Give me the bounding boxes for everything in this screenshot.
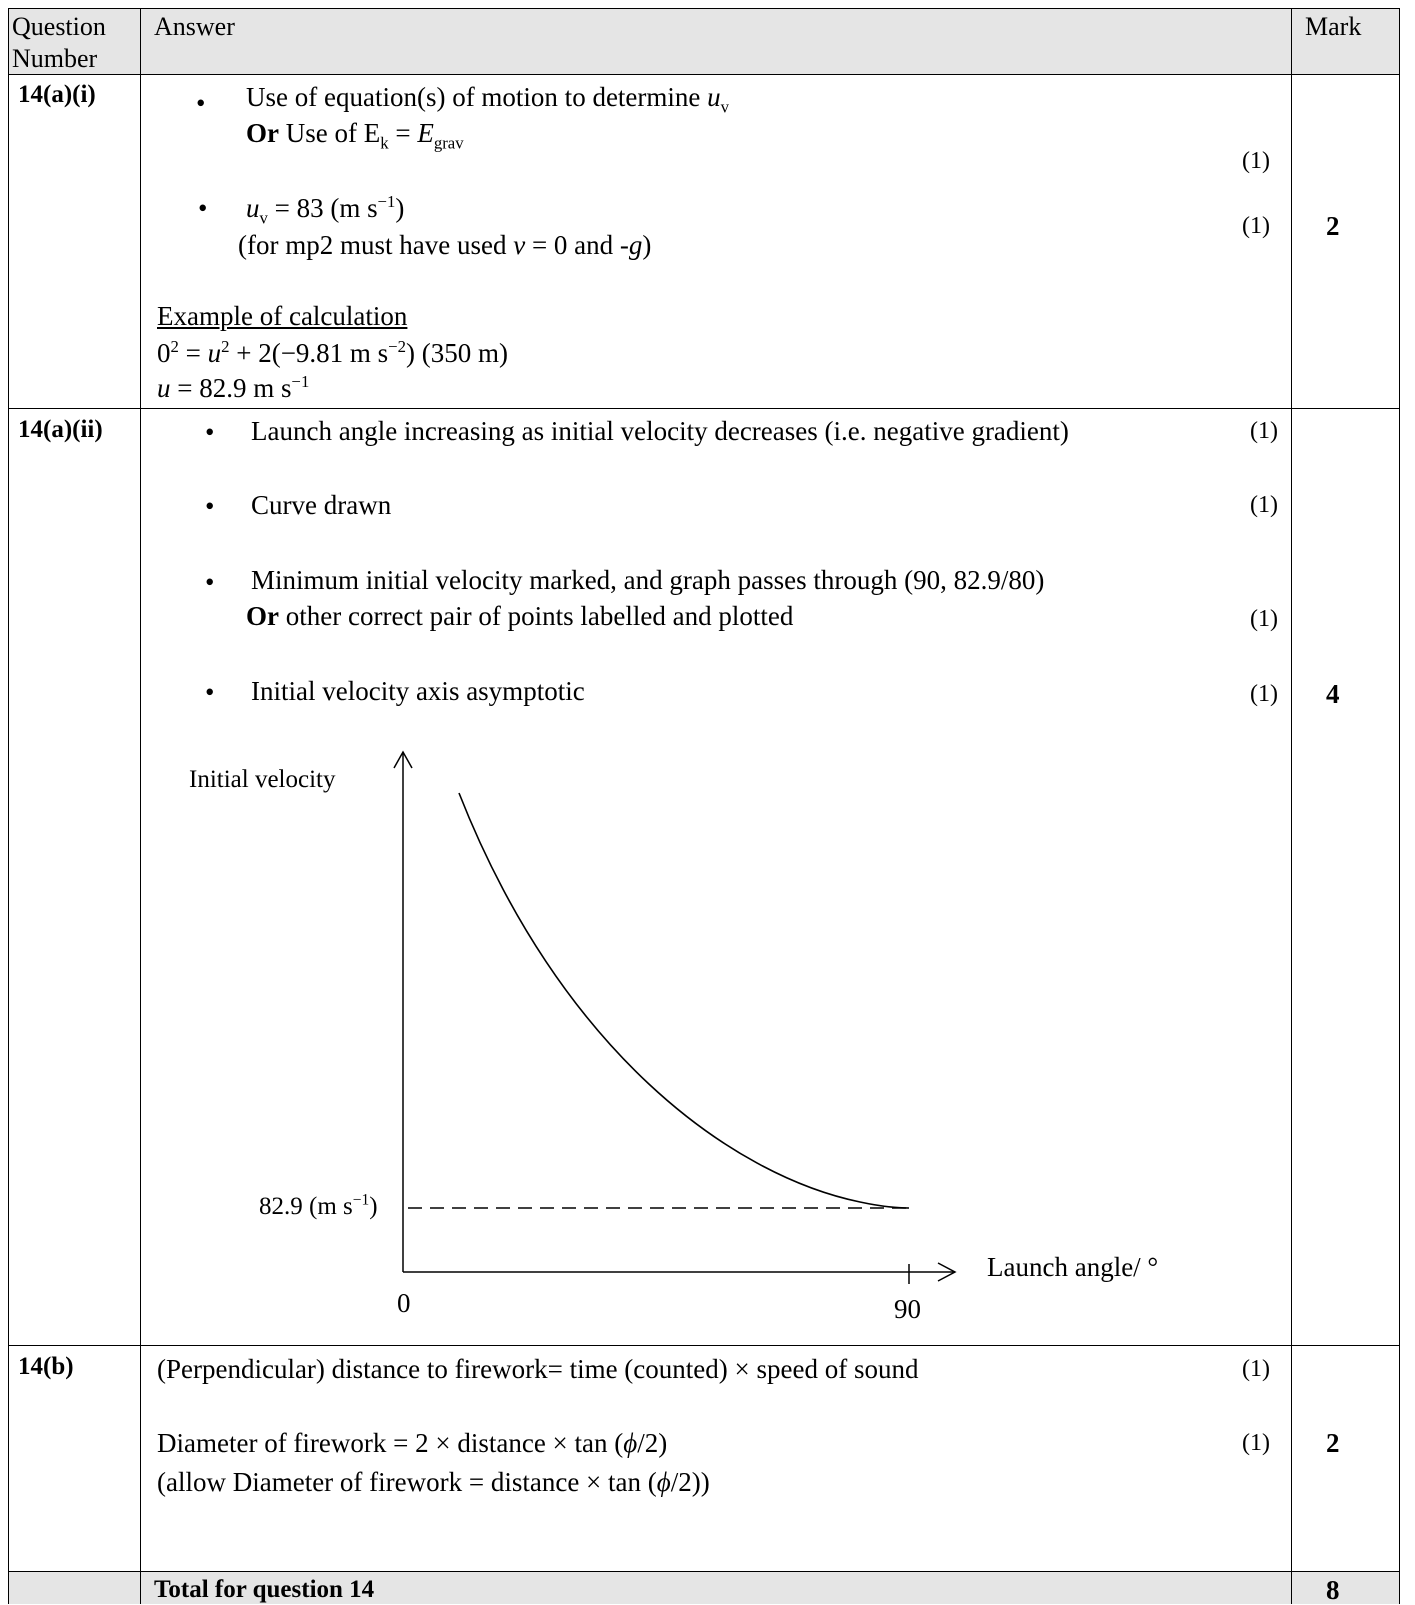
b-line3: (allow Diameter of firework = distance ×… — [157, 1467, 710, 1497]
total-row-shading — [8, 1572, 1399, 1604]
header-question-number-line1: Question — [12, 12, 106, 41]
question-number-14aii: 14(a)(ii) — [18, 416, 103, 443]
question-number-14b: 14(b) — [18, 1353, 74, 1380]
total-label: Total for question 14 — [154, 1576, 375, 1603]
question-number-14ai: 14(a)(i) — [18, 81, 96, 108]
bullet-icon: • — [205, 677, 215, 707]
graph-x-axis-label: Launch angle/ ° — [987, 1252, 1159, 1282]
b-line2: Diameter of firework = 2 × distance × ta… — [157, 1428, 668, 1458]
point2-mark: (1) — [1250, 492, 1278, 518]
bullet2-note: (for mp2 must have used v = 0 and -g) — [238, 230, 652, 260]
example-heading: Example of calculation — [157, 301, 408, 331]
bullet2-line1: uv = 83 (m s−1) — [246, 192, 405, 228]
point2: Curve drawn — [251, 490, 392, 520]
header-shading — [8, 8, 1399, 74]
bullet1-line2: Or Use of Ek = Egrav — [246, 118, 464, 153]
point3-line1: Minimum initial velocity marked, and gra… — [251, 565, 1045, 595]
graph-origin-label: 0 — [397, 1288, 411, 1318]
point1-mark: (1) — [1250, 418, 1278, 444]
x-axis-arrowhead — [937, 1262, 957, 1282]
bullet-icon: • — [205, 491, 215, 521]
bullet2-mark: (1) — [1242, 213, 1270, 239]
table-border-top — [8, 8, 1400, 9]
bullet1-mark: (1) — [1242, 148, 1270, 174]
header-divider — [8, 74, 1400, 75]
b-line2-mark: (1) — [1242, 1430, 1270, 1456]
mark-total-14ai: 2 — [1326, 211, 1340, 241]
row-divider-b — [8, 1345, 1400, 1346]
table-border-left — [8, 8, 9, 1604]
point3-mark: (1) — [1250, 606, 1278, 632]
y-axis-arrowhead — [393, 750, 413, 769]
b-line1-mark: (1) — [1242, 1356, 1270, 1382]
column-divider-mark — [1291, 8, 1292, 1604]
bullet-icon: • — [196, 88, 206, 118]
table-border-right — [1399, 8, 1400, 1604]
total-mark: 8 — [1326, 1575, 1340, 1605]
row-divider-total — [8, 1571, 1400, 1572]
calc-line2: u = 82.9 m s−1 — [157, 372, 310, 403]
mark-total-14b: 2 — [1326, 1428, 1340, 1458]
point3-line2: Or other correct pair of points labelled… — [246, 601, 794, 631]
point4-mark: (1) — [1250, 681, 1278, 707]
header-answer: Answer — [154, 12, 235, 41]
row-divider-aii — [8, 408, 1400, 409]
bullet-icon: • — [205, 417, 215, 447]
bullet-icon: • — [198, 193, 208, 223]
column-divider-answer — [140, 8, 141, 1604]
graph-y-axis-label: Initial velocity — [189, 766, 336, 793]
header-question-number-line2: Number — [12, 44, 98, 73]
graph-minimum-label: 82.9 (m s−1) — [259, 1191, 378, 1220]
bullet1-line1: Use of equation(s) of motion to determin… — [246, 82, 730, 117]
mark-total-14aii: 4 — [1326, 679, 1340, 709]
point4: Initial velocity axis asymptotic — [251, 676, 585, 706]
bullet-icon: • — [205, 567, 215, 597]
velocity-curve — [458, 792, 910, 1209]
b-line1: (Perpendicular) distance to firework= ti… — [157, 1354, 919, 1384]
header-mark: Mark — [1305, 12, 1362, 41]
point1: Launch angle increasing as initial veloc… — [251, 416, 1069, 446]
graph-x-tick-label: 90 — [894, 1294, 921, 1324]
calc-line1: 02 = u2 + 2(−9.81 m s−2) (350 m) — [157, 337, 508, 368]
